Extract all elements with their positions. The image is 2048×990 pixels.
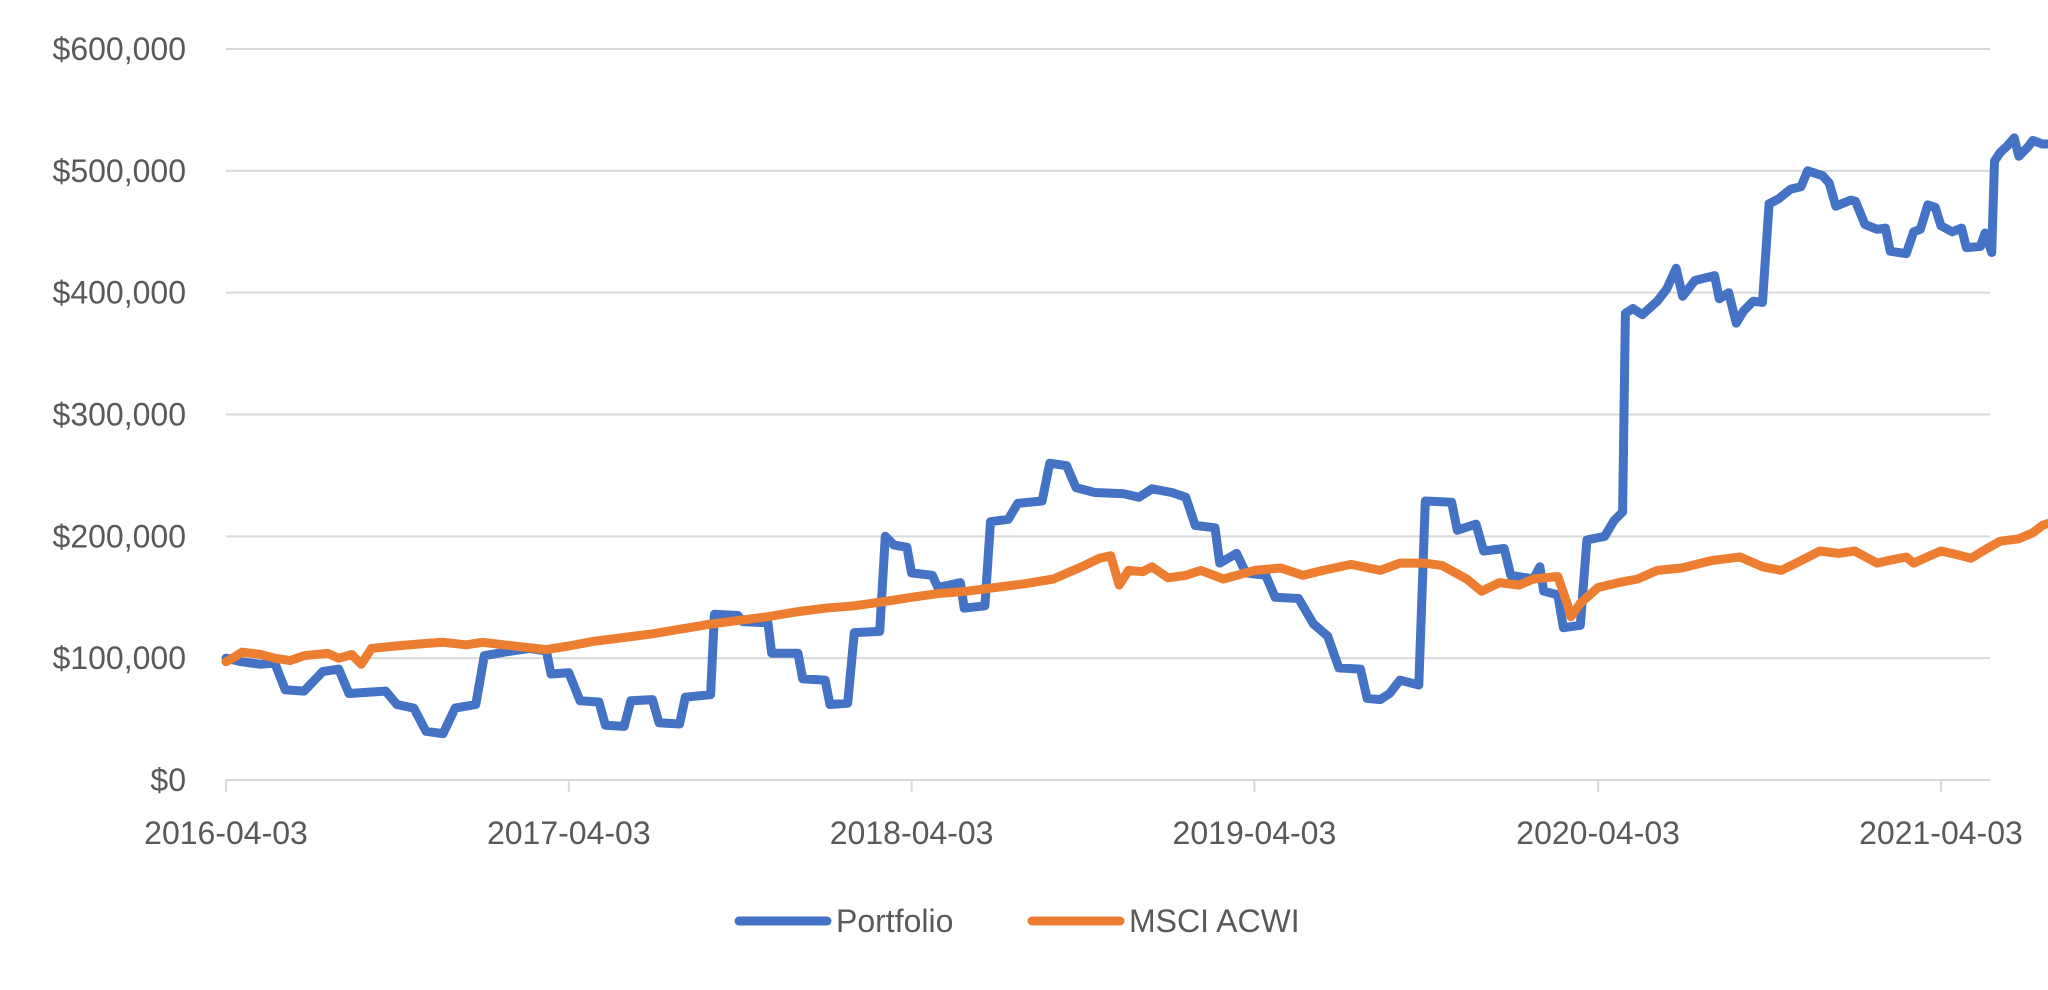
y-tick-label: $200,000 xyxy=(53,518,186,554)
legend-label: Portfolio xyxy=(836,903,953,939)
x-tick-label: 2018-04-03 xyxy=(830,815,994,851)
y-tick-label: $0 xyxy=(150,762,186,798)
y-tick-label: $600,000 xyxy=(53,31,186,67)
gridlines xyxy=(226,48,1990,660)
y-axis: $0 $100,000 $200,000 $300,000 $400,000 $500,0… xyxy=(53,31,186,798)
series-line-portfolio xyxy=(221,133,2048,739)
y-tick-label: $400,000 xyxy=(53,275,186,311)
x-tick-label: 2016-04-03 xyxy=(144,815,308,851)
y-tick-label: $100,000 xyxy=(53,640,186,676)
x-tick-label: 2019-04-03 xyxy=(1173,815,1337,851)
x-tick-label: 2017-04-03 xyxy=(487,815,651,851)
y-tick-label: $300,000 xyxy=(53,397,186,433)
series-line-msci-acwi xyxy=(221,518,2048,669)
series-layer xyxy=(221,133,2048,739)
x-axis: 2016-04-03 2017-04-03 2018-04-03 2019-04-03… xyxy=(144,779,2023,851)
y-tick-label: $500,000 xyxy=(53,153,186,189)
x-tick-label: 2020-04-03 xyxy=(1516,815,1680,851)
legend: Portfolio MSCI ACWI xyxy=(734,903,1300,939)
x-tick-label: 2021-04-03 xyxy=(1859,815,2023,851)
legend-label: MSCI ACWI xyxy=(1129,903,1300,939)
